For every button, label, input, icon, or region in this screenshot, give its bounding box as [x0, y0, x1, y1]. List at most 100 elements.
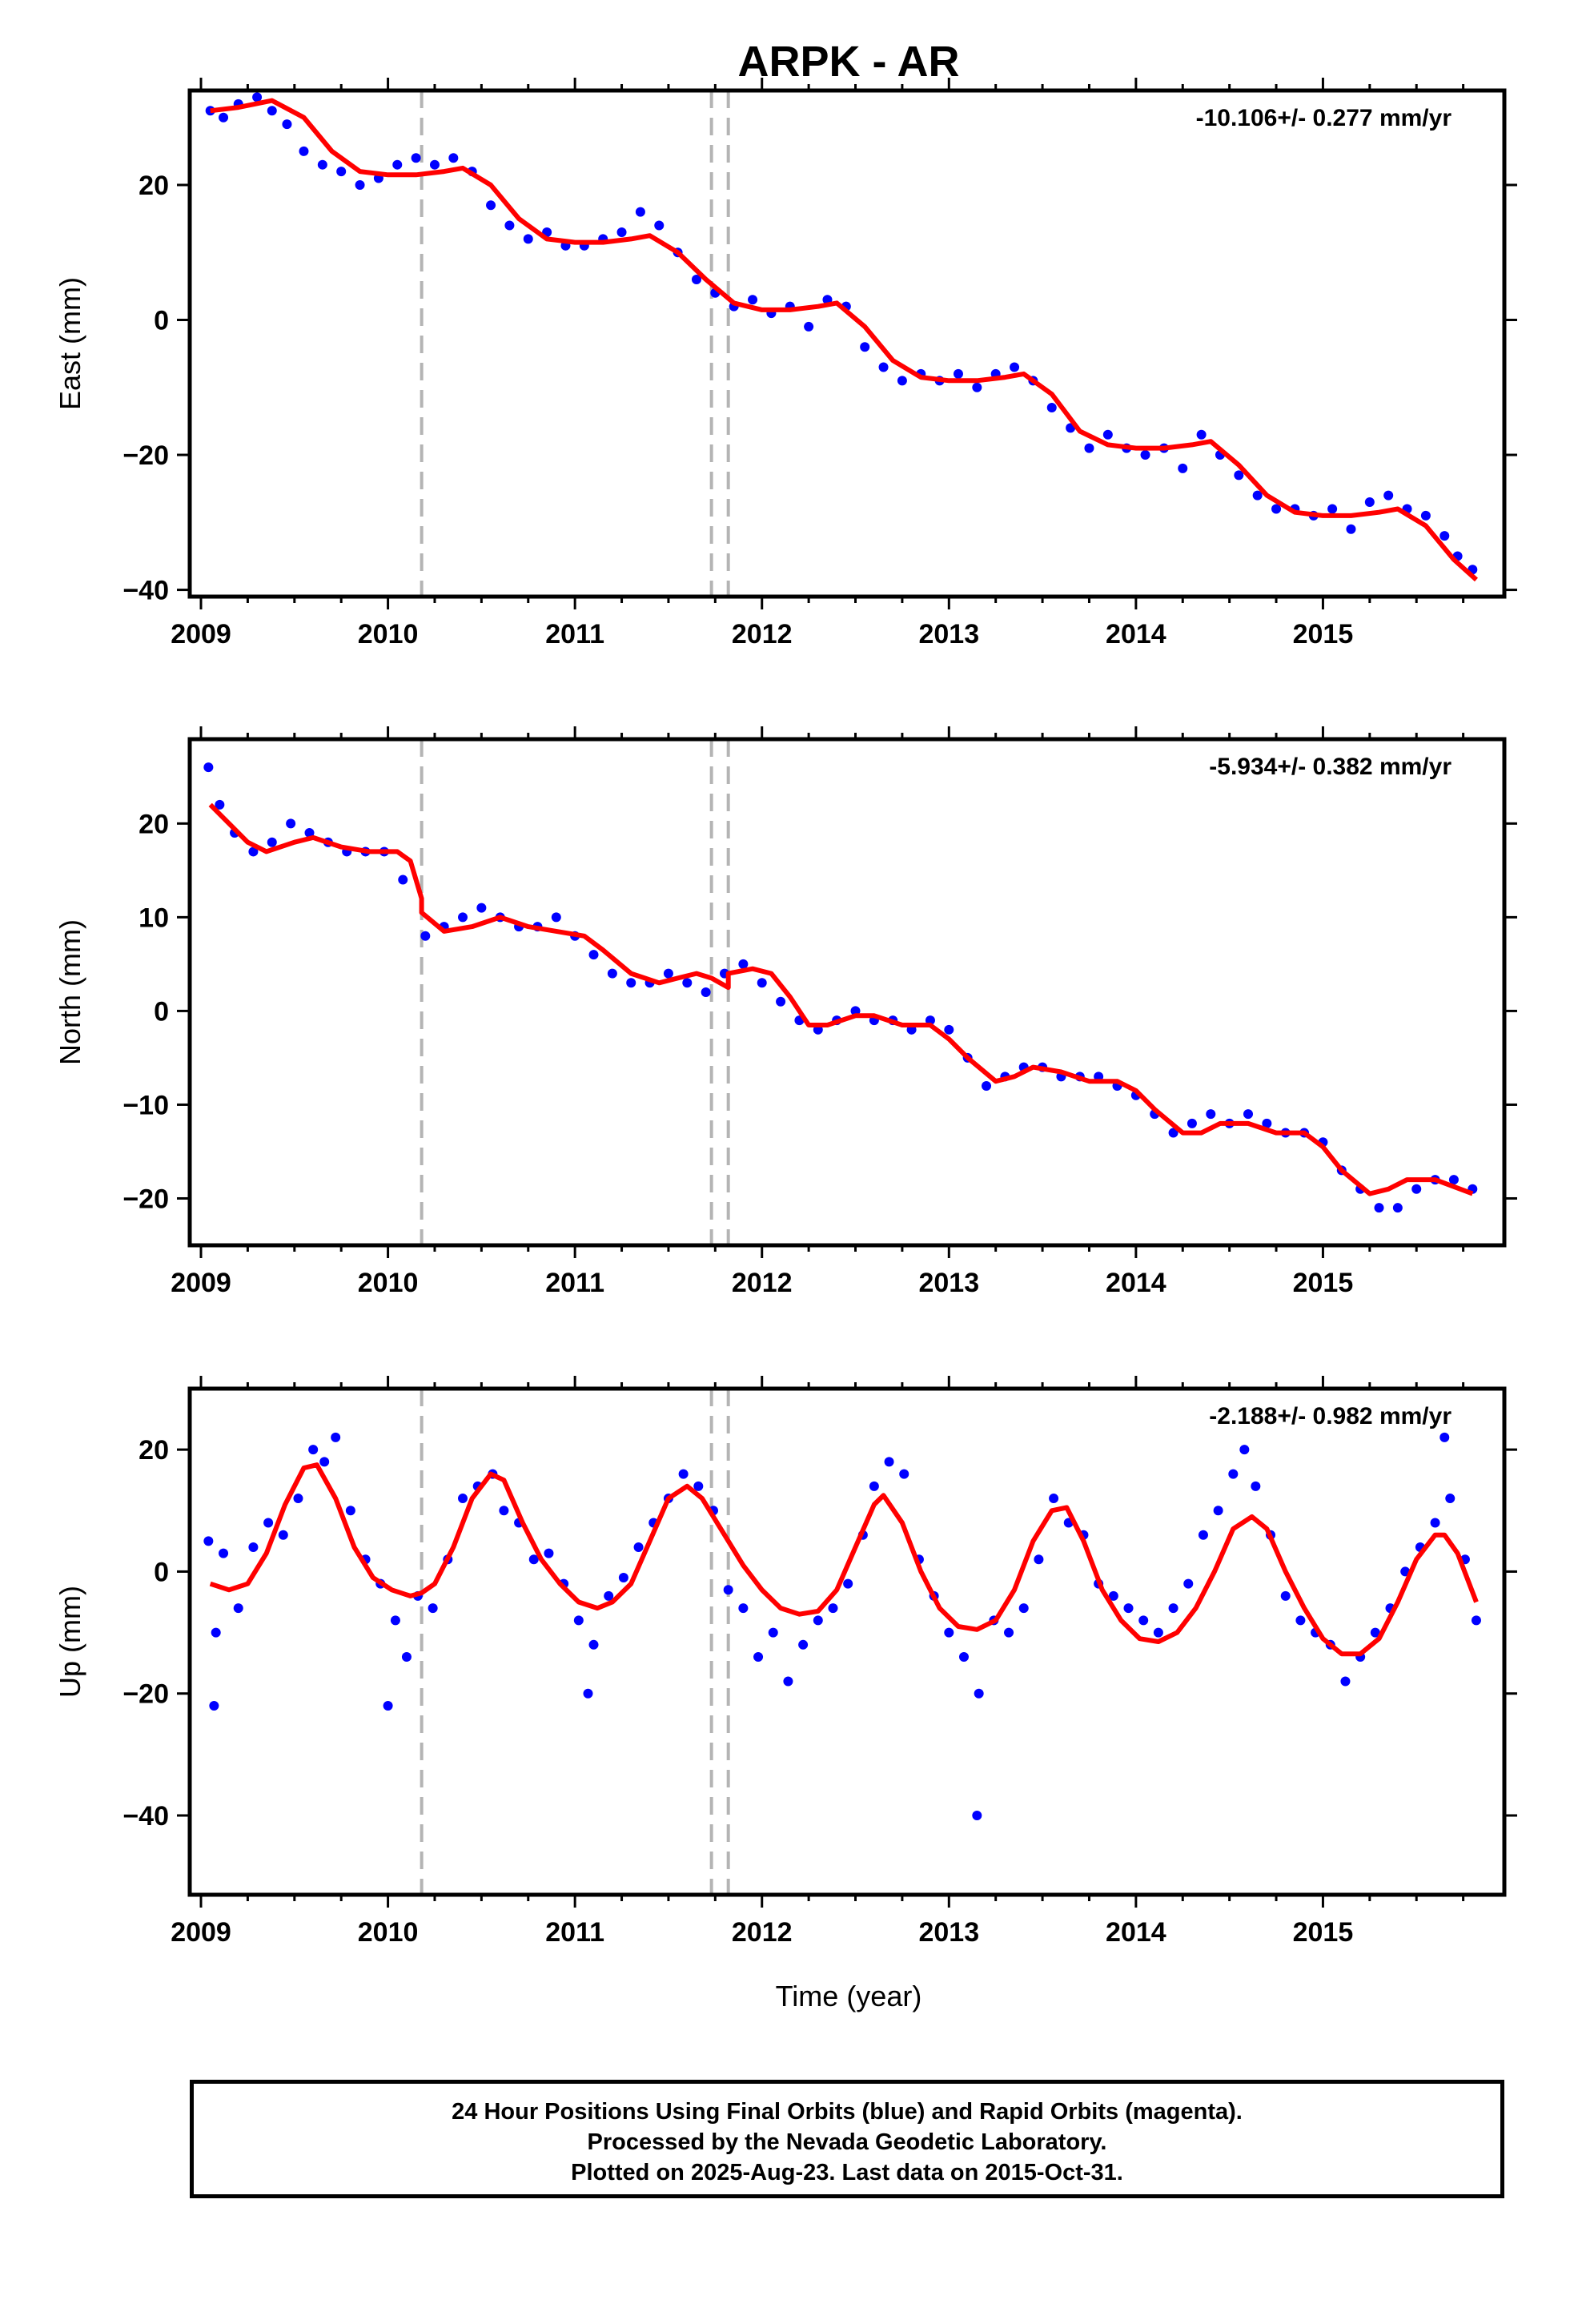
- x-tick-label: 2013: [918, 1268, 979, 1298]
- data-point: [654, 220, 665, 231]
- data-point: [544, 1548, 554, 1558]
- data-point: [1168, 1128, 1178, 1138]
- y-tick-label: −10: [122, 1090, 169, 1120]
- data-point: [635, 207, 645, 217]
- data-point: [1034, 1554, 1044, 1565]
- data-point: [953, 368, 963, 379]
- plot-area: [205, 90, 1479, 597]
- data-point: [1439, 531, 1450, 541]
- model-curve: [208, 802, 1474, 1196]
- panel-up: 2009 2010 2011 2012 2013 2014 2015 20 0 −20 −40 Up …: [54, 1376, 1517, 1948]
- x-tick-label: 2013: [918, 619, 979, 649]
- data-point: [1383, 490, 1394, 501]
- data-point: [203, 762, 214, 773]
- data-point: [398, 875, 408, 885]
- data-point: [1392, 1203, 1403, 1213]
- data-point: [701, 987, 711, 997]
- data-point: [299, 146, 309, 156]
- data-point: [783, 1676, 793, 1687]
- data-point: [1186, 1118, 1197, 1128]
- data-point: [738, 959, 749, 969]
- data-point: [878, 362, 889, 372]
- data-point: [1364, 497, 1375, 508]
- caption-line-1: 24 Hour Positions Using Final Orbits (bl…: [452, 2099, 1243, 2125]
- data-point: [1262, 1118, 1272, 1128]
- data-point: [944, 1024, 954, 1035]
- data-point: [633, 1542, 644, 1552]
- data-point: [219, 112, 229, 123]
- data-point: [573, 1615, 584, 1626]
- data-point: [1346, 524, 1356, 534]
- data-point: [1370, 1627, 1380, 1638]
- data-point: [293, 1494, 303, 1504]
- data-point: [588, 1639, 599, 1650]
- data-point: [523, 234, 533, 244]
- data-point: [1153, 1627, 1163, 1638]
- y-tick-label: −40: [122, 1801, 169, 1831]
- data-point: [798, 1639, 809, 1650]
- data-point: [263, 1518, 274, 1528]
- model-curve: [210, 98, 1479, 582]
- data-point: [411, 153, 421, 163]
- data-point: [1252, 490, 1263, 501]
- data-point: [1411, 1184, 1422, 1194]
- data-point: [1374, 1203, 1384, 1213]
- data-point: [1295, 1615, 1306, 1626]
- data-point: [693, 1481, 704, 1491]
- data-point: [248, 846, 259, 857]
- data-point: [1102, 429, 1113, 440]
- data-point: [828, 1603, 838, 1614]
- data-point: [528, 1554, 539, 1565]
- data-point: [252, 92, 263, 103]
- data-point: [1243, 1109, 1254, 1120]
- y-tick-label: −20: [122, 1184, 169, 1214]
- data-point: [738, 1603, 749, 1614]
- data-point: [1439, 1432, 1450, 1442]
- x-tick-label: 2011: [545, 619, 604, 649]
- data-point: [383, 1700, 393, 1711]
- data-point: [1198, 1530, 1208, 1540]
- data-point: [1183, 1578, 1194, 1589]
- data-point: [551, 912, 561, 923]
- caption-line-3: Plotted on 2025-Aug-23. Last data on 201…: [571, 2160, 1123, 2185]
- data-point: [308, 1445, 319, 1455]
- x-tick-label: 2014: [1106, 619, 1166, 649]
- data-point: [1239, 1445, 1250, 1455]
- data-point: [1010, 362, 1020, 372]
- y-tick-label: −40: [122, 576, 169, 606]
- x-tick-label: 2012: [732, 619, 793, 649]
- x-tick-label: 2015: [1293, 1268, 1354, 1298]
- data-point: [203, 1536, 214, 1546]
- data-point: [1178, 463, 1188, 473]
- plot-area: [203, 739, 1478, 1245]
- data-point: [1448, 1175, 1459, 1185]
- y-tick-label: 0: [154, 996, 169, 1027]
- x-tick-label: 2012: [732, 1917, 793, 1948]
- data-point: [392, 159, 403, 170]
- x-tick-label: 2009: [171, 619, 231, 649]
- data-point: [499, 1506, 509, 1516]
- data-point: [219, 1548, 229, 1558]
- y-tick-label: 0: [154, 1557, 169, 1587]
- x-tick-label: 2011: [545, 1268, 604, 1298]
- data-point: [1271, 504, 1282, 514]
- data-point: [1445, 1494, 1456, 1504]
- data-point: [1084, 443, 1094, 453]
- data-point: [1049, 1494, 1059, 1504]
- data-point: [944, 1627, 954, 1638]
- data-point: [248, 1542, 259, 1552]
- data-point: [583, 1688, 593, 1699]
- data-point: [1234, 470, 1244, 480]
- data-point: [278, 1530, 288, 1540]
- y-tick-label: 20: [139, 1435, 169, 1466]
- panel-north: 2009 2010 2011 2012 2013 2014 201520100−10−20N…: [54, 726, 1517, 1298]
- data-point: [869, 1481, 879, 1491]
- data-point: [972, 382, 982, 392]
- data-point: [233, 1603, 243, 1614]
- caption-line-2: Processed by the Nevada Geodetic Laborat…: [587, 2129, 1107, 2155]
- y-tick-label: 0: [154, 306, 169, 336]
- data-point: [757, 978, 767, 988]
- panel-frame: [187, 737, 1507, 1248]
- data-point: [1123, 1603, 1134, 1614]
- data-point: [504, 220, 515, 231]
